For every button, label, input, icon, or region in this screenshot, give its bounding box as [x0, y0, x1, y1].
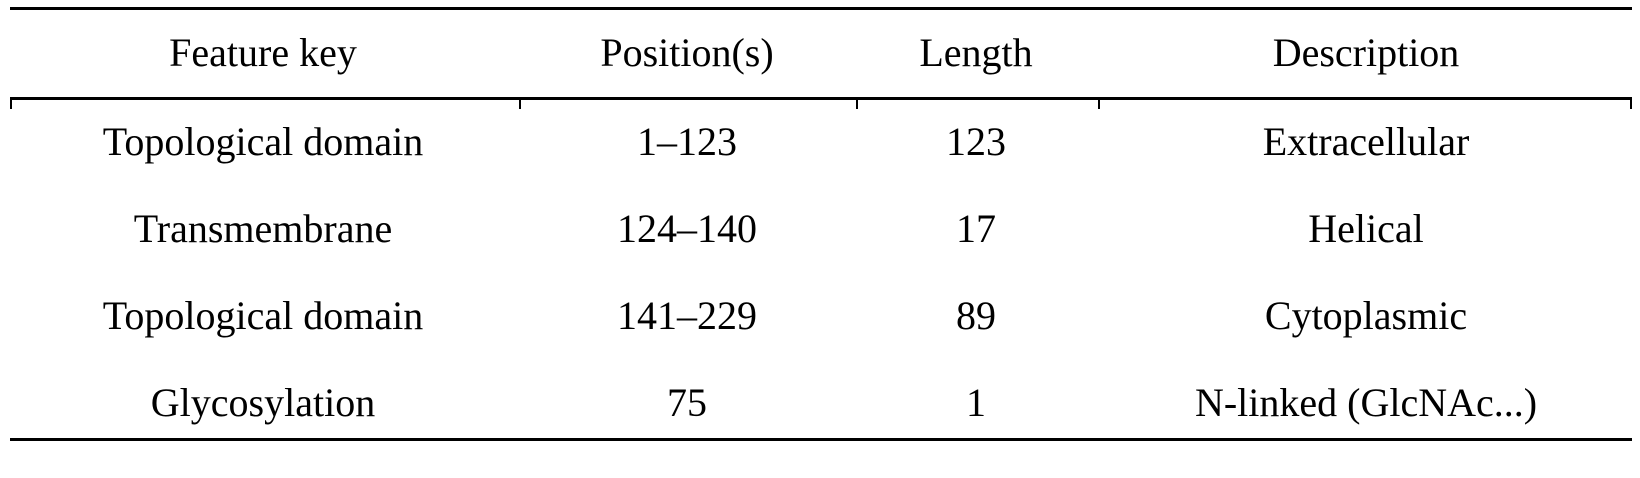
cell-length: 1 — [966, 383, 986, 423]
header-feature-key: Feature key — [169, 33, 357, 73]
cell-feature-key: Glycosylation — [151, 383, 375, 423]
cell-length: 89 — [956, 296, 996, 336]
cell-description: Cytoplasmic — [1265, 296, 1467, 336]
column-tick — [519, 97, 521, 109]
top-rule — [10, 7, 1632, 10]
cell-feature-key: Topological domain — [103, 296, 423, 336]
bottom-rule — [10, 438, 1632, 441]
column-tick — [10, 97, 12, 109]
header-rule — [10, 97, 1632, 100]
cell-positions: 1–123 — [637, 122, 737, 162]
cell-length: 17 — [956, 209, 996, 249]
cell-positions: 141–229 — [617, 296, 757, 336]
header-positions: Position(s) — [600, 33, 773, 73]
cell-description: Extracellular — [1263, 122, 1470, 162]
header-length: Length — [919, 33, 1032, 73]
cell-positions: 75 — [667, 383, 707, 423]
cell-length: 123 — [946, 122, 1006, 162]
column-tick — [1630, 97, 1632, 109]
cell-description: N-linked (GlcNAc...) — [1195, 383, 1537, 423]
column-tick — [856, 97, 858, 109]
cell-feature-key: Transmembrane — [134, 209, 392, 249]
column-tick — [1098, 97, 1100, 109]
cell-positions: 124–140 — [617, 209, 757, 249]
header-description: Description — [1273, 33, 1460, 73]
cell-feature-key: Topological domain — [103, 122, 423, 162]
cell-description: Helical — [1308, 209, 1424, 249]
